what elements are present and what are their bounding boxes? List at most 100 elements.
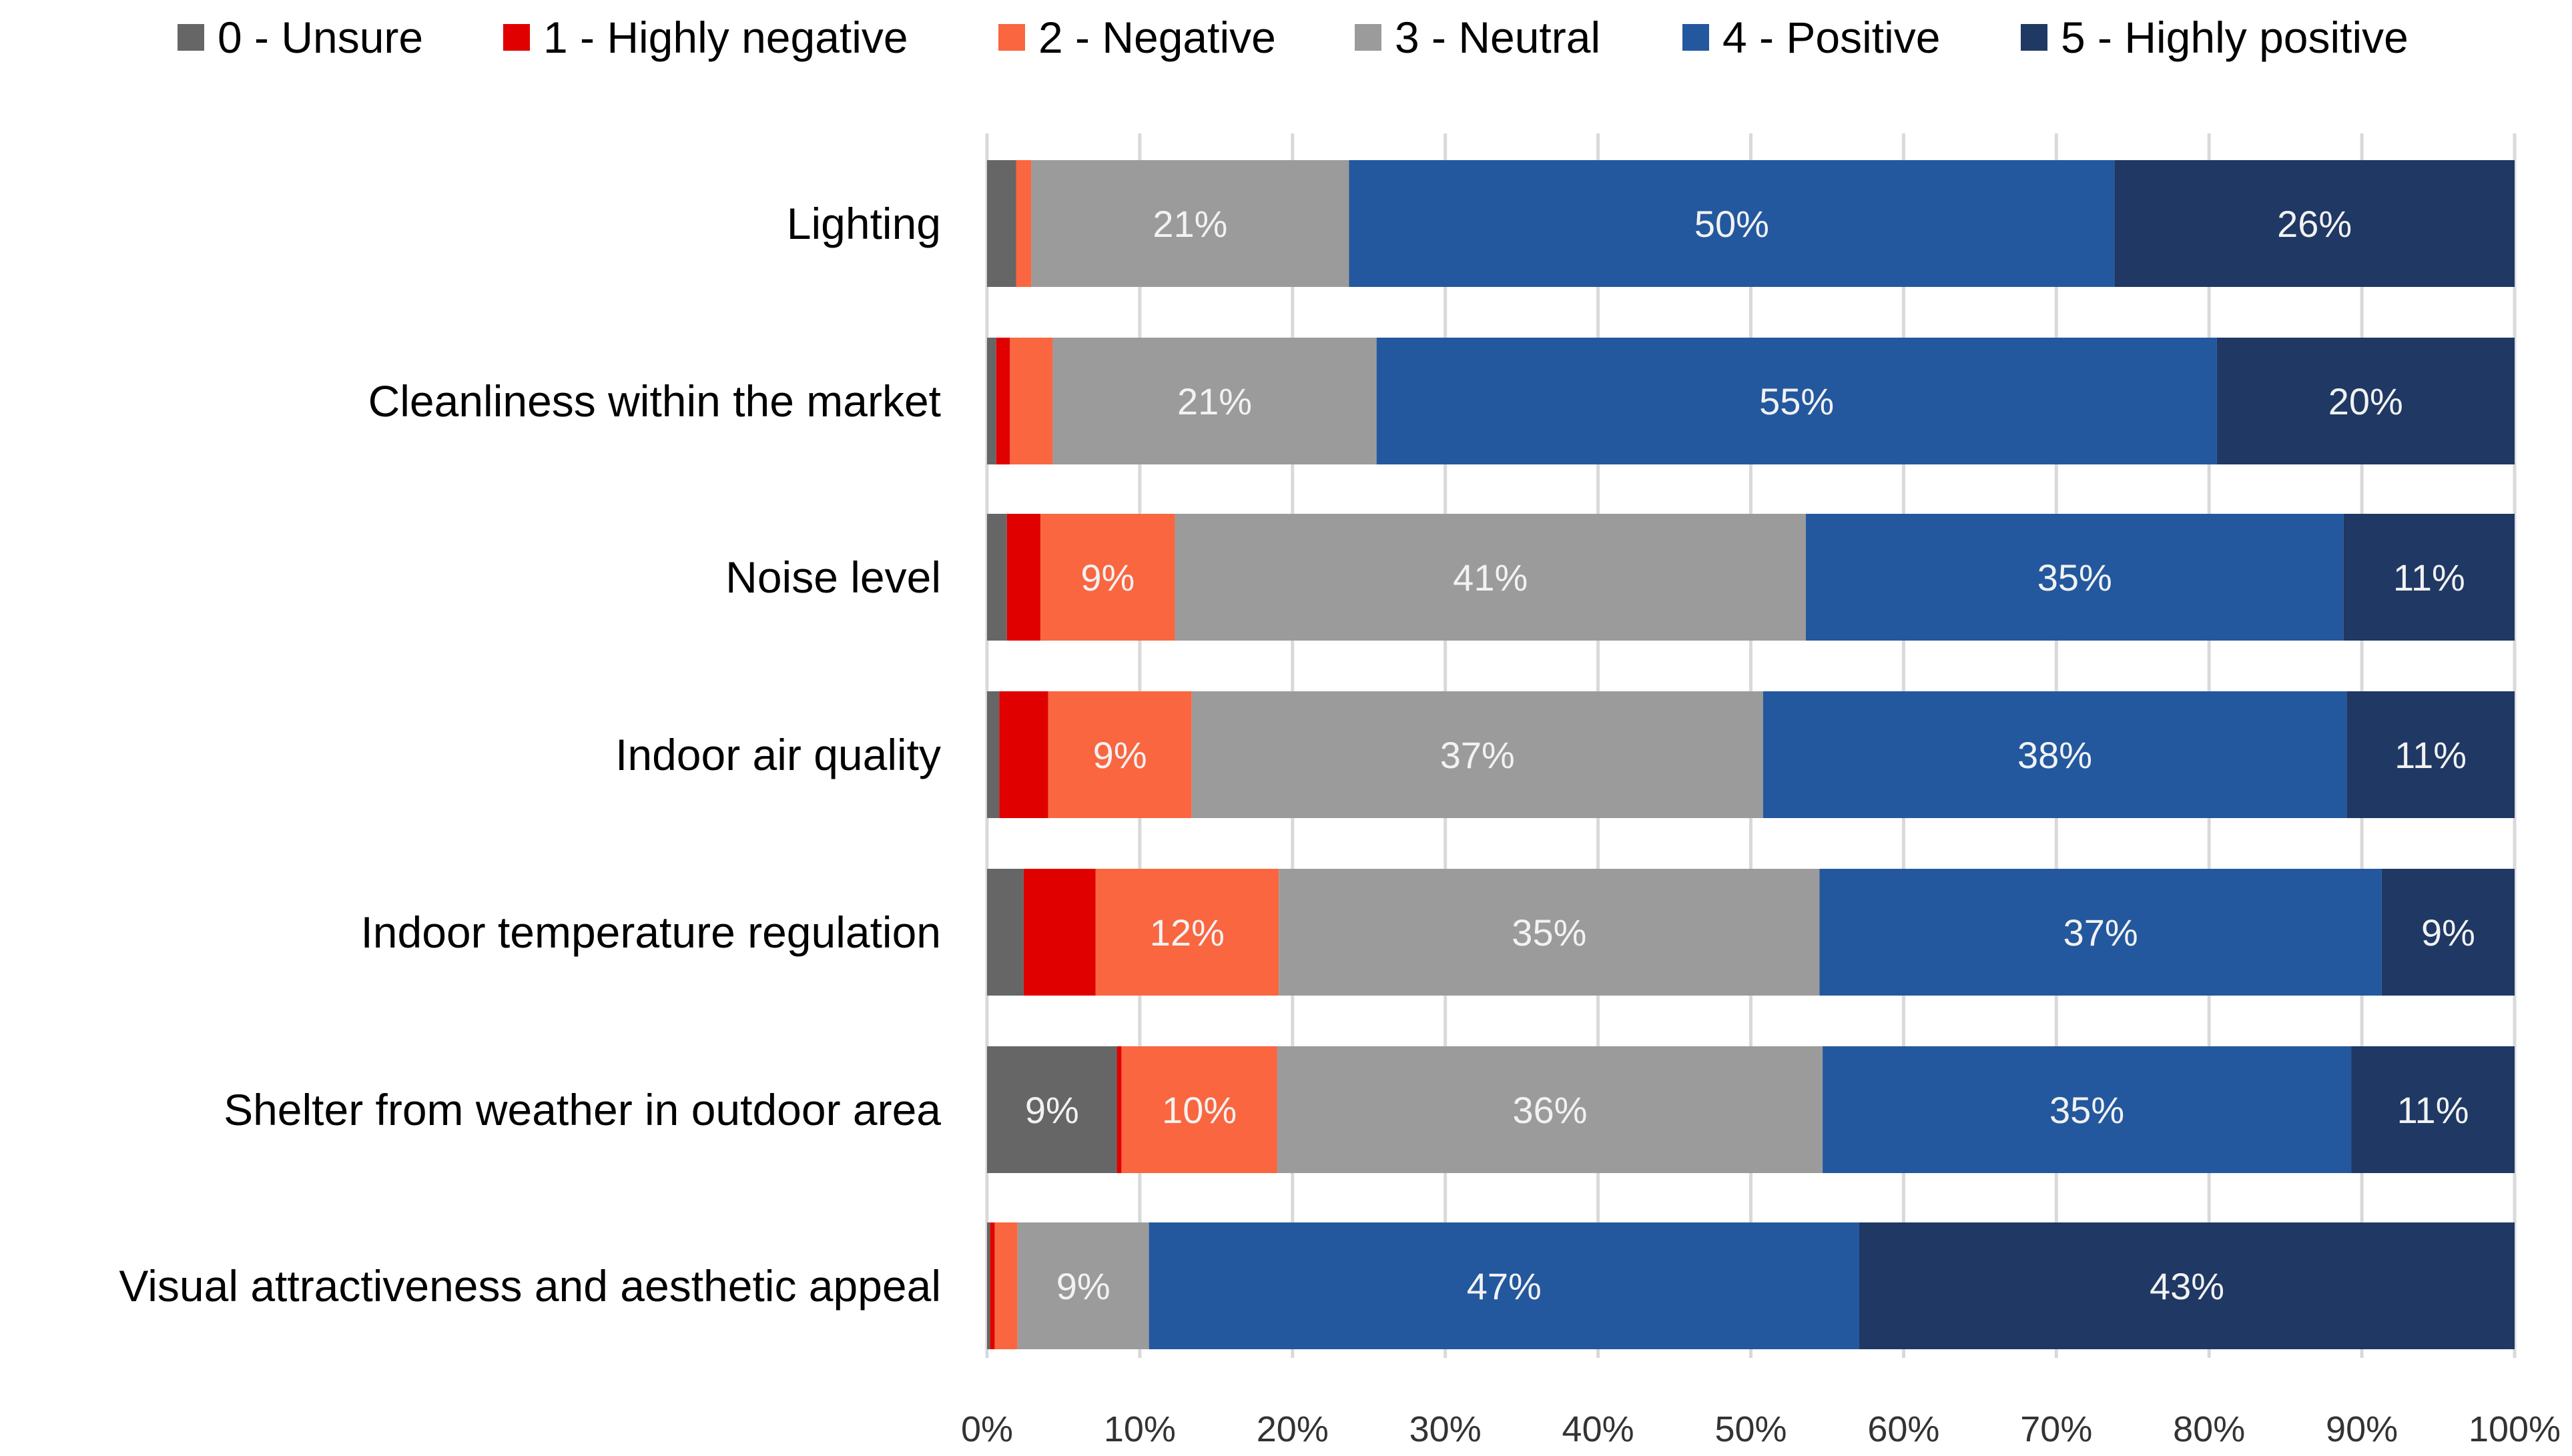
category-label: Noise level [725, 553, 941, 602]
bar-segment [1149, 1222, 1860, 1349]
bar-segment [1023, 869, 1096, 996]
x-tick-label: 60% [1867, 1409, 1939, 1449]
x-tick-label: 100% [2469, 1409, 2561, 1449]
bar-segment [1121, 1046, 1277, 1173]
legend-item: 3 - Neutral [1355, 12, 1600, 63]
data-label: 50% [1694, 203, 1769, 245]
legend-swatch [998, 24, 1025, 51]
bar-segment [990, 1222, 995, 1349]
x-tick-label: 50% [1714, 1409, 1787, 1449]
legend-label: 5 - Highly positive [2061, 13, 2408, 62]
bar-segment [987, 160, 1016, 287]
bar-segment [1279, 869, 1820, 996]
bar-segment [1010, 338, 1053, 464]
data-label: 11% [2397, 1089, 2469, 1131]
data-label: 11% [2393, 557, 2465, 599]
category-label: Indoor temperature regulation [360, 907, 941, 957]
x-tick-label: 40% [1562, 1409, 1634, 1449]
legend-swatch [1682, 24, 1709, 51]
bar-segment [1040, 514, 1175, 641]
bar-segment [1805, 514, 2344, 641]
bar-segment [1349, 160, 2115, 287]
legend-item: 0 - Unsure [178, 12, 423, 63]
legend: 0 - Unsure 1 - Highly negative 2 - Negativ… [0, 0, 2572, 73]
data-label: 35% [2049, 1089, 2124, 1131]
data-label: 38% [2017, 734, 2092, 776]
bar-segment [1175, 514, 1806, 641]
bar-segment [1859, 1222, 2515, 1349]
legend-label: 2 - Negative [1038, 13, 1276, 62]
data-label: 21% [1177, 380, 1252, 422]
x-tick-label: 10% [1104, 1409, 1176, 1449]
x-tick-label: 30% [1409, 1409, 1482, 1449]
bar-segment [2346, 691, 2515, 818]
legend-swatch [503, 24, 530, 51]
bar-segment [1277, 1046, 1823, 1173]
bar-segment [1031, 160, 1349, 287]
bar-segment [987, 691, 1000, 818]
data-label: 21% [1153, 203, 1227, 245]
bar-segment [1016, 160, 1032, 287]
x-tick-label: 80% [2173, 1409, 2245, 1449]
legend-label: 1 - Highly negative [543, 13, 908, 62]
bar-segment [994, 1222, 1018, 1349]
legend-item: 4 - Positive [1682, 12, 1940, 63]
bar-segment [987, 514, 1007, 641]
bar-segment [1048, 691, 1192, 818]
data-label: 37% [2063, 912, 2138, 954]
bar-segment [1823, 1046, 2352, 1173]
x-tick-label: 20% [1257, 1409, 1329, 1449]
category-label: Indoor air quality [615, 730, 941, 779]
data-label: 47% [1467, 1265, 1542, 1307]
category-label: Visual attractiveness and aesthetic appe… [119, 1261, 941, 1311]
bar-segment [987, 338, 996, 464]
bar-segment [1819, 869, 2382, 996]
bar-segment [2343, 514, 2515, 641]
data-label: 9% [1080, 557, 1135, 599]
data-label: 10% [1162, 1089, 1237, 1131]
data-label: 43% [2150, 1265, 2224, 1307]
data-label: 37% [1440, 734, 1515, 776]
data-label: 36% [1512, 1089, 1587, 1131]
bar-segment [1376, 338, 2217, 464]
legend-label: 0 - Unsure [218, 13, 424, 62]
legend-item: 5 - Highly positive [2021, 12, 2408, 63]
category-label: Cleanliness within the market [368, 376, 941, 426]
x-tick-label: 0% [961, 1409, 1013, 1449]
legend-item: 1 - Highly negative [503, 12, 908, 63]
x-tick-label: 70% [2020, 1409, 2092, 1449]
bar-segment [987, 1222, 990, 1349]
data-label: 20% [2328, 380, 2403, 422]
legend-label: 3 - Neutral [1395, 13, 1601, 62]
data-label: 9% [1056, 1265, 1110, 1307]
data-label: 35% [2037, 557, 2112, 599]
bar-segment [1052, 338, 1377, 464]
bar-segment [996, 338, 1010, 464]
bar-segment [1116, 1046, 1122, 1173]
data-label: 9% [1025, 1089, 1079, 1131]
bar-segment [987, 1046, 1117, 1173]
data-label: 55% [1759, 380, 1834, 422]
bar-segment [999, 691, 1048, 818]
bar-segment [2216, 338, 2515, 464]
data-label: 35% [1512, 912, 1586, 954]
legend-swatch [178, 24, 204, 51]
bar-segment [1191, 691, 1763, 818]
data-label: 41% [1453, 557, 1528, 599]
bar-segment [1095, 869, 1279, 996]
bar-segment [1006, 514, 1041, 641]
bar-segment [1017, 1222, 1149, 1349]
category-label: Shelter from weather in outdoor area [224, 1085, 941, 1134]
bar-segment [1762, 691, 2347, 818]
legend-swatch [1355, 24, 1381, 51]
legend-label: 4 - Positive [1722, 13, 1941, 62]
data-label: 9% [2421, 912, 2475, 954]
data-label: 26% [2277, 203, 2352, 245]
bar-segment [2351, 1046, 2515, 1173]
data-label: 11% [2394, 734, 2467, 776]
legend-item: 2 - Negative [998, 12, 1276, 63]
category-label: Lighting [787, 199, 941, 248]
legend-swatch [2021, 24, 2047, 51]
x-tick-label: 90% [2326, 1409, 2398, 1449]
